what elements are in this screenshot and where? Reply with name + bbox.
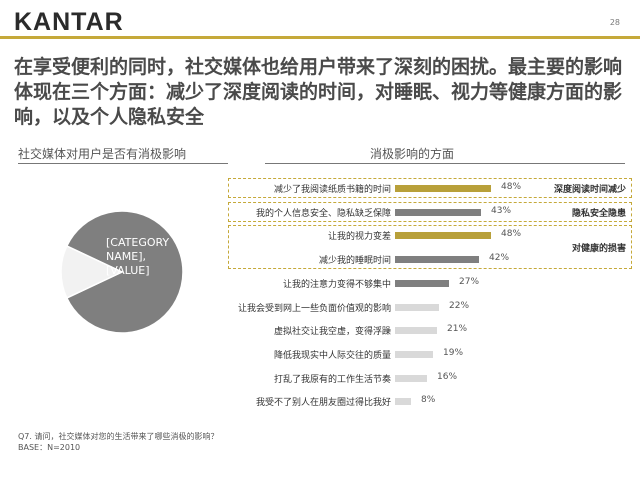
- bar-category-label: 降低我现实中人际交往的质量: [273, 350, 391, 361]
- bar-mark: [395, 232, 491, 240]
- bar-title-underline: [265, 163, 625, 164]
- bar-category-label: 我受不了别人在朋友圈过得比我好: [255, 398, 391, 409]
- group-label: 深度阅读时间减少: [553, 185, 626, 195]
- bar-mark: [395, 350, 433, 358]
- pie-slice-label: [CATEGORY NAME], [VALUE]: [106, 236, 170, 277]
- header-divider: [0, 36, 640, 39]
- bar-category-label: 让我的视力变差: [327, 232, 391, 243]
- bar-mark: [395, 398, 411, 406]
- page-headline: 在享受便利的同时，社交媒体也给用户带来了深刻的困扰。最主要的影响体现在三个方面：…: [14, 56, 623, 128]
- footnote-base: BASE：N=2010: [18, 443, 81, 452]
- group-highlight-box: [228, 225, 632, 270]
- bar-chart-title: 消极影响的方面: [370, 147, 455, 161]
- bar-mark: [395, 303, 439, 311]
- pie-chart-title: 社交媒体对用户是否有消极影响: [18, 147, 187, 161]
- pie-title-underline: [18, 163, 228, 164]
- bar-category-label: 虚拟社交让我空虚，变得浮躁: [273, 327, 391, 338]
- bar-mark: [395, 327, 437, 335]
- footnote: Q7. 请问，社交媒体对您的生活带来了哪些消极的影响？ BASE：N=2010: [18, 431, 218, 453]
- bar-value-label: 43%: [491, 205, 512, 216]
- bar-mark: [395, 208, 481, 216]
- bar-category-label: 让我会受到网上一些负面价值观的影响: [237, 303, 391, 314]
- bar-value-label: 48%: [501, 229, 522, 240]
- bar-mark: [395, 185, 491, 192]
- bar-category-label: 减少了我阅读纸质书籍的时间: [273, 185, 391, 195]
- bar-value-label: 42%: [489, 253, 510, 264]
- bar-value-label: 27%: [459, 276, 480, 287]
- bar-value-label: 8%: [421, 395, 436, 406]
- bar-value-label: 21%: [447, 324, 468, 335]
- bar-category-label: 减少我的睡眠时间: [318, 256, 391, 267]
- bar-category-label: 我的个人信息安全、隐私缺乏保障: [255, 208, 391, 219]
- bar-mark: [395, 256, 479, 264]
- bar-mark: [395, 374, 427, 382]
- page-number: 28: [609, 18, 620, 27]
- group-label: 隐私安全隐患: [571, 208, 626, 219]
- bar-category-label: 打乱了我原有的工作生活节奏: [273, 374, 391, 385]
- kantar-logo: KANTAR: [14, 8, 124, 36]
- bar-category-label: 让我的注意力变得不够集中: [282, 279, 391, 290]
- footnote-question: Q7. 请问，社交媒体对您的生活带来了哪些消极的影响？: [18, 432, 219, 441]
- bar-mark: [395, 279, 449, 287]
- bar-value-label: 22%: [449, 300, 470, 311]
- group-highlight-box: [228, 178, 632, 198]
- bar-value-label: 19%: [443, 347, 464, 358]
- group-label: 对健康的损害: [571, 244, 626, 255]
- bar-value-label: 16%: [437, 371, 458, 382]
- group-highlight-box: [228, 201, 632, 222]
- bar-value-label: 48%: [501, 182, 522, 192]
